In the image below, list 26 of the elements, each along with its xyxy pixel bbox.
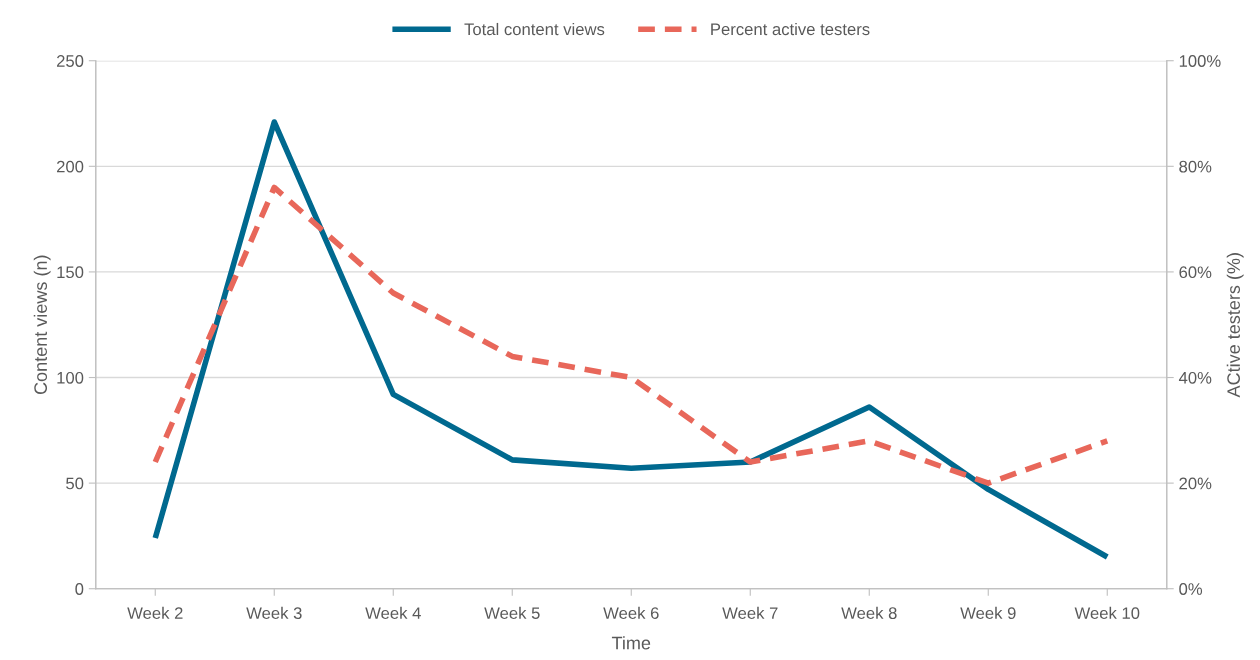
x-axis-title: Time: [611, 636, 651, 650]
x-tick-label: Week 10: [1074, 606, 1140, 620]
y-tick-label: 100: [57, 371, 84, 384]
y2-tick-label: 60%: [1179, 266, 1212, 279]
y2-axis-title: ACtive testers (%): [1226, 253, 1244, 398]
legend-label: Total content views: [464, 22, 605, 36]
y-tick-label: 50: [66, 477, 84, 490]
y2-tick-label: 40%: [1178, 371, 1212, 384]
y2-tick-label: 80%: [1179, 160, 1212, 173]
y2-tick-label: 0%: [1179, 583, 1203, 595]
y-axis-title: Content views (n): [33, 255, 51, 395]
x-tick-label: Week 7: [722, 606, 778, 620]
y-tick-label: 200: [56, 160, 84, 173]
y-tick-label: 0: [75, 583, 84, 595]
y-tick-label: 150: [57, 266, 84, 279]
y2-tick-label: 100%: [1179, 55, 1221, 67]
x-tick-label: Week 9: [960, 606, 1016, 620]
x-tick-label: Week 4: [365, 606, 421, 620]
x-tick-label: Week 2: [127, 606, 183, 620]
x-tick-label: Week 6: [603, 606, 659, 620]
legend-label: Percent active testers: [711, 22, 870, 36]
y2-tick-label: 20%: [1179, 477, 1212, 490]
x-tick-label: Week 8: [841, 606, 897, 620]
y-tick-label: 250: [56, 55, 84, 67]
x-tick-label: Week 5: [484, 606, 540, 620]
x-tick-label: Week 3: [246, 606, 302, 620]
